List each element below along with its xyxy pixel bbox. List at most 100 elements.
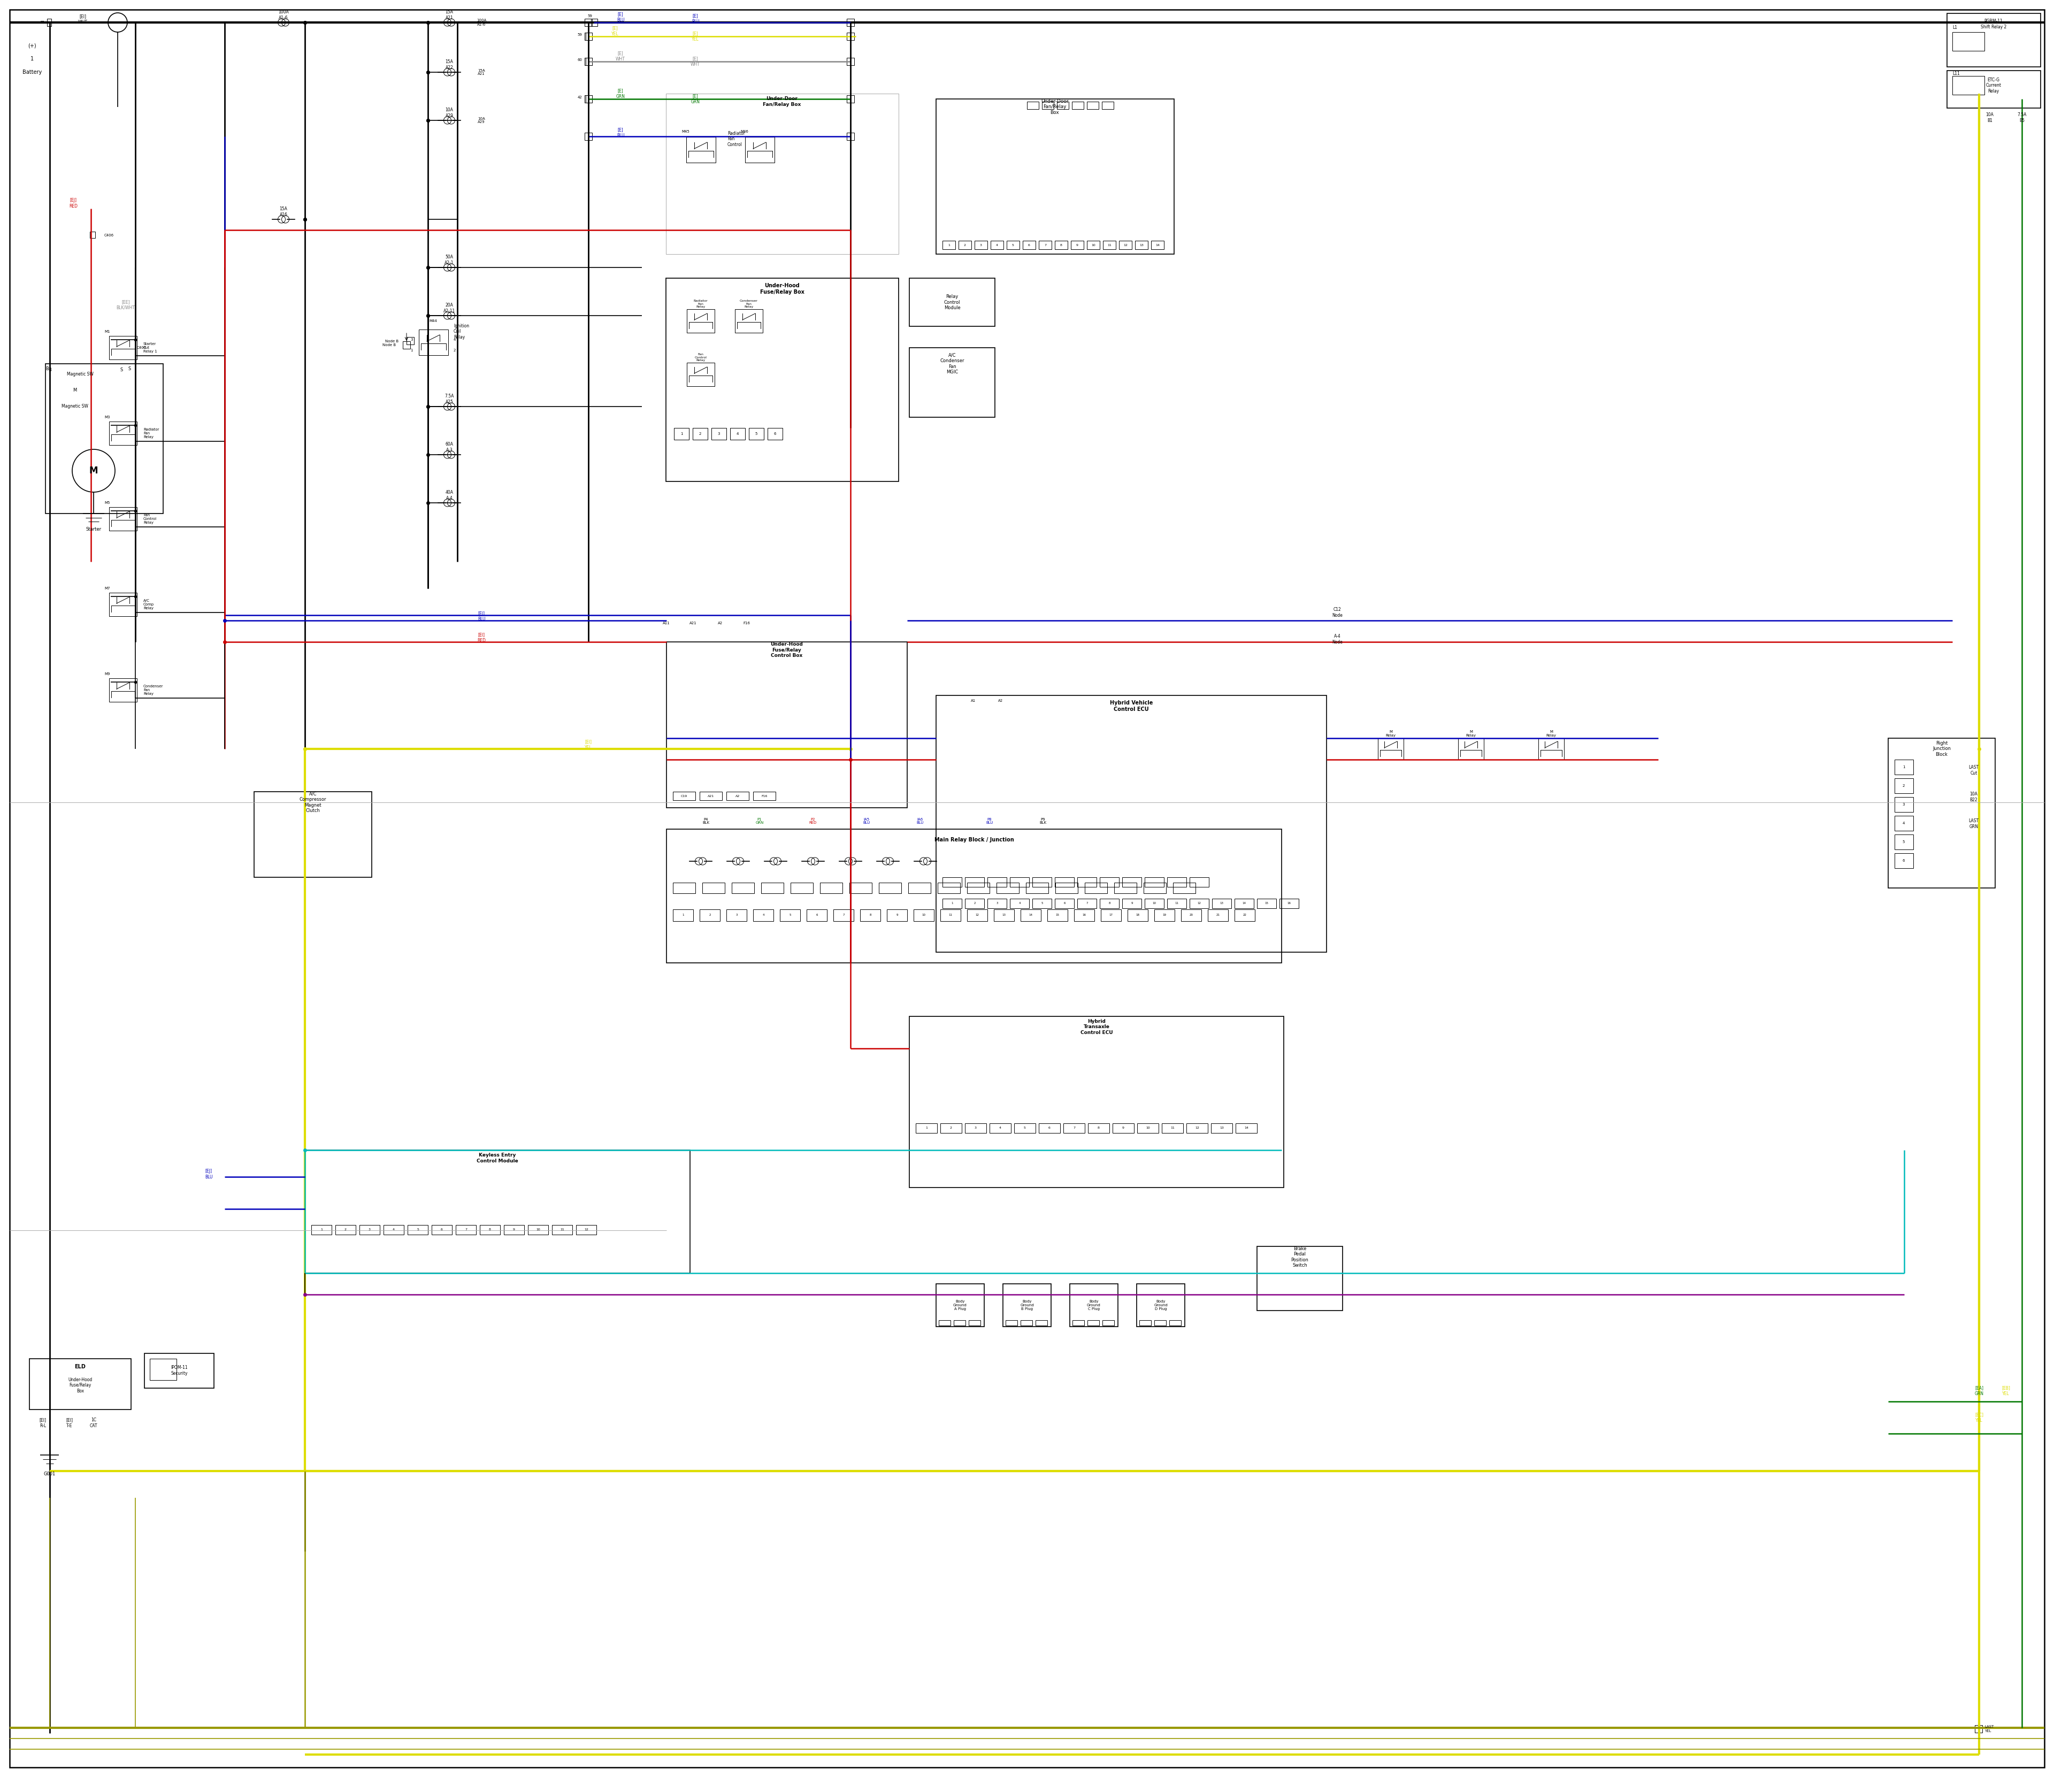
Bar — [1121, 898, 1142, 909]
Bar — [304, 1150, 690, 1272]
Bar — [1025, 883, 1048, 894]
Text: C12
Node: C12 Node — [1331, 607, 1343, 618]
Text: M3: M3 — [105, 416, 111, 419]
Text: A21: A21 — [709, 794, 715, 797]
Text: [EI]
RED: [EI] RED — [477, 633, 485, 643]
Text: 2: 2 — [963, 244, 965, 246]
Bar — [1039, 240, 1052, 249]
Text: 2: 2 — [454, 349, 456, 351]
Bar — [1237, 1124, 1257, 1133]
Bar — [665, 93, 900, 254]
Bar — [335, 1226, 355, 1235]
Text: Fan
Control
Relay: Fan Control Relay — [694, 353, 707, 362]
Text: 7.5A
A25: 7.5A A25 — [444, 394, 454, 405]
Text: 4: 4 — [1902, 823, 1904, 824]
Text: 12: 12 — [583, 1229, 587, 1231]
Text: 14: 14 — [1243, 901, 1247, 905]
Bar — [1169, 1321, 1181, 1326]
Bar — [1021, 1321, 1033, 1326]
Bar — [1011, 878, 1029, 887]
Bar — [908, 883, 930, 894]
Bar — [674, 909, 694, 921]
Bar — [1021, 909, 1041, 921]
Text: [EI]
T-E: [EI] T-E — [66, 1417, 74, 1428]
Text: A/C
Comp
Relay: A/C Comp Relay — [144, 599, 154, 609]
Bar — [1048, 909, 1068, 921]
Bar — [879, 883, 902, 894]
Text: LAST
YEL: LAST YEL — [1984, 1726, 1994, 1733]
Bar — [456, 1226, 477, 1235]
Text: 60: 60 — [577, 59, 581, 61]
Bar — [1099, 898, 1119, 909]
Text: M: M — [74, 389, 76, 392]
Text: C406: C406 — [105, 233, 115, 237]
Bar — [941, 909, 961, 921]
Text: 3: 3 — [368, 1229, 370, 1231]
Text: LAST
GRN: LAST GRN — [1968, 819, 1978, 830]
Bar — [109, 507, 138, 530]
Text: M5: M5 — [105, 502, 109, 504]
Bar — [1119, 240, 1132, 249]
Text: 18: 18 — [1136, 914, 1140, 916]
Text: 20A
A2-11: 20A A2-11 — [444, 303, 456, 314]
Bar — [674, 792, 696, 801]
Text: 3: 3 — [717, 432, 721, 435]
Bar — [754, 792, 776, 801]
Bar — [937, 695, 1327, 952]
Text: 11: 11 — [1171, 1127, 1175, 1129]
Text: [EE]
BLK/WHT: [EE] BLK/WHT — [117, 299, 136, 310]
Text: A11: A11 — [663, 622, 670, 625]
Bar — [910, 1016, 1284, 1188]
Bar — [937, 99, 1175, 254]
Bar — [1378, 738, 1403, 760]
Bar — [1128, 909, 1148, 921]
Bar — [1103, 240, 1115, 249]
Bar — [700, 909, 721, 921]
Text: 19: 19 — [1163, 914, 1167, 916]
Text: IA5
BLU: IA5 BLU — [863, 817, 871, 824]
Text: Fan
Control
Relay: Fan Control Relay — [144, 514, 156, 525]
Text: Body
Ground
C Plug: Body Ground C Plug — [1087, 1299, 1101, 1310]
Bar — [807, 909, 828, 921]
Text: M
Relay: M Relay — [1386, 731, 1397, 737]
Bar — [1154, 909, 1175, 921]
Text: 5: 5 — [1013, 244, 1015, 246]
Text: A21: A21 — [690, 622, 696, 625]
Bar — [407, 1226, 427, 1235]
Bar — [1947, 13, 2040, 66]
Bar — [1076, 878, 1097, 887]
Bar — [1894, 760, 1914, 774]
Bar — [528, 1226, 548, 1235]
Text: 16: 16 — [1082, 914, 1087, 916]
Bar — [1015, 1124, 1035, 1133]
Bar — [1154, 1321, 1167, 1326]
Bar — [109, 593, 138, 616]
Bar — [1058, 102, 1068, 109]
Bar — [403, 340, 411, 349]
Text: 3: 3 — [411, 339, 413, 340]
Text: A1: A1 — [972, 699, 976, 702]
Bar — [1056, 240, 1068, 249]
Bar — [1064, 1124, 1085, 1133]
Bar — [1072, 102, 1085, 109]
Bar — [109, 421, 138, 444]
Bar — [1181, 909, 1202, 921]
Bar — [1894, 797, 1914, 812]
Text: [E]
GRN: [E] GRN — [616, 88, 624, 99]
Bar — [729, 428, 746, 439]
Text: 10: 10 — [1152, 901, 1156, 905]
Bar — [1113, 1124, 1134, 1133]
Bar — [1234, 898, 1253, 909]
Text: 15A
A21: 15A A21 — [446, 9, 454, 20]
Text: 22: 22 — [1243, 914, 1247, 916]
Bar — [1136, 1283, 1185, 1326]
Text: 50A
A2-1: 50A A2-1 — [444, 254, 454, 265]
Bar — [1894, 778, 1914, 794]
Text: 21: 21 — [1216, 914, 1220, 916]
Text: 12: 12 — [1197, 901, 1202, 905]
Text: 11: 11 — [1175, 901, 1179, 905]
Bar — [846, 32, 854, 39]
Text: Under-Door
Fan/Relay
Box: Under-Door Fan/Relay Box — [1041, 99, 1068, 115]
Text: [E]
BLU: [E] BLU — [616, 127, 624, 138]
Text: F16: F16 — [744, 622, 750, 625]
